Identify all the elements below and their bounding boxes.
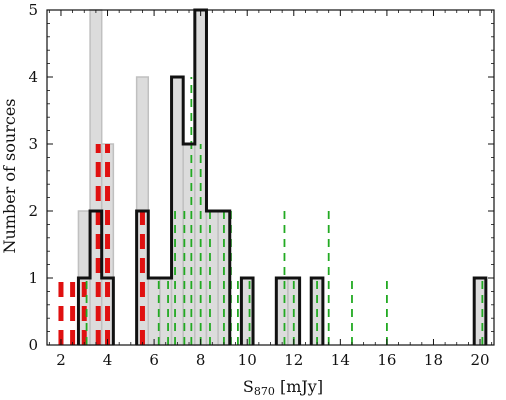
y-tick-label: 4 (28, 68, 38, 86)
y-axis-label: Number of sources (0, 99, 19, 254)
grey-bar (275, 277, 289, 346)
x-tick-label: 6 (149, 351, 159, 369)
grey-bar (240, 277, 254, 346)
x-tick-label: 18 (424, 351, 443, 369)
grey-bar (205, 210, 219, 346)
x-axis: 2 4 6 8 10 12 14 16 18 20 (48, 10, 493, 369)
y-tick-label: 5 (28, 1, 38, 19)
y-tick-label: 1 (28, 269, 38, 287)
y-tick-label: 3 (28, 135, 38, 153)
x-tick-label: 2 (56, 351, 66, 369)
x-tick-label: 20 (470, 351, 489, 369)
red-dashed-series (58, 144, 145, 345)
y-tick-label: 2 (28, 202, 38, 220)
x-axis-label: S870 [mJy] (243, 377, 323, 398)
grey-histogram (77, 9, 487, 346)
grey-bar (194, 9, 208, 346)
x-tick-label: 8 (196, 351, 206, 369)
grey-bar (170, 76, 184, 346)
grey-bar (473, 277, 487, 346)
y-tick-label: 0 (28, 336, 38, 354)
x-tick-label: 16 (377, 351, 396, 369)
y-axis: 0 1 2 3 4 5 (28, 1, 494, 354)
x-tick-label: 4 (103, 351, 113, 369)
x-tick-label: 12 (284, 351, 303, 369)
grey-bar (159, 277, 173, 346)
green-dashed-series (85, 77, 484, 345)
black-histogram-outline (76, 8, 488, 345)
x-tick-label: 10 (238, 351, 257, 369)
x-tick-label: 14 (331, 351, 350, 369)
